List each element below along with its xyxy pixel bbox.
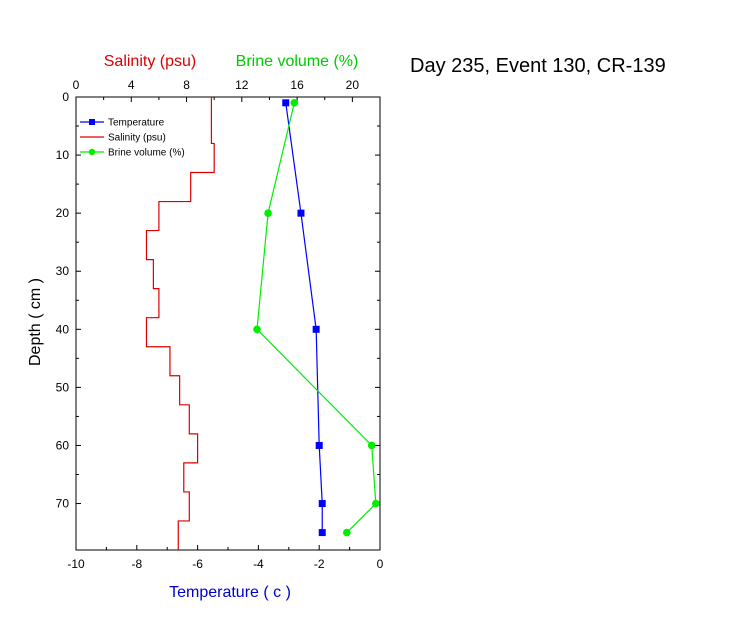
y-tick-label: 20 (56, 206, 70, 220)
temperature-point (312, 325, 320, 333)
legend-label: Temperature (108, 118, 165, 129)
brine-point (372, 499, 380, 508)
brine-point (290, 99, 299, 107)
legend-marker (89, 119, 95, 125)
legend-entry: Salinity (psu) (80, 133, 166, 144)
x-bottom-tick-label: -4 (253, 557, 264, 571)
brine-point (343, 528, 351, 537)
brine-point (253, 325, 261, 334)
bottom-axis-title: Temperature ( c ) (169, 584, 291, 601)
chart-title: Day 235, Event 130, CR-139 (410, 55, 666, 77)
legend: Temperature Salinity (psu) Brine volume (%… (80, 118, 185, 159)
x-top-tick-label: 20 (346, 78, 360, 92)
x-top-tick-label: 4 (128, 78, 135, 92)
temperature-point (297, 209, 305, 217)
series-temperature (282, 99, 326, 537)
x-top-tick-label: 8 (183, 78, 190, 92)
x-bottom-tick-label: 0 (377, 557, 384, 571)
brine-line (256, 102, 377, 534)
x-bottom-tick-label: -8 (131, 557, 142, 571)
y-tick-label: 40 (56, 322, 70, 336)
salinity-line (145, 97, 215, 550)
y-tick-label: 0 (62, 90, 69, 104)
legend-marker (88, 148, 96, 156)
x-bottom-tick-label: -10 (67, 557, 85, 571)
x-top-tick-label: 12 (235, 78, 249, 92)
legend-label: Brine volume (%) (108, 148, 185, 159)
legend-label: Salinity (psu) (108, 133, 166, 144)
y-axis-title: Depth ( cm ) (27, 278, 44, 366)
series (145, 97, 380, 550)
y-tick-label: 60 (56, 438, 70, 452)
y-tick-label: 50 (56, 380, 70, 394)
temperature-line (285, 102, 323, 533)
x-bottom-tick-label: -2 (314, 557, 325, 571)
brine-point (367, 441, 376, 450)
brine-point (264, 209, 272, 217)
x-top-tick-label: 0 (73, 78, 80, 92)
legend-entry: Brine volume (%) (80, 148, 185, 159)
temperature-point (315, 441, 323, 449)
temperature-point (282, 99, 290, 107)
y-tick-label: 30 (56, 264, 70, 278)
legend-entry: Temperature (80, 118, 165, 129)
x-bottom-tick-label: -6 (192, 557, 203, 571)
temperature-point (318, 500, 326, 508)
series-salinity (145, 97, 215, 550)
plot-frame (75, 96, 381, 551)
top-axis-salinity-title: Salinity (psu) (104, 53, 196, 70)
temperature-point (318, 529, 326, 537)
y-tick-label: 70 (56, 497, 70, 511)
series-brine (253, 99, 380, 537)
x-top-tick-label: 16 (290, 78, 304, 92)
y-tick-label: 10 (56, 148, 70, 162)
top-axis-brine-title: Brine volume (%) (236, 53, 359, 70)
